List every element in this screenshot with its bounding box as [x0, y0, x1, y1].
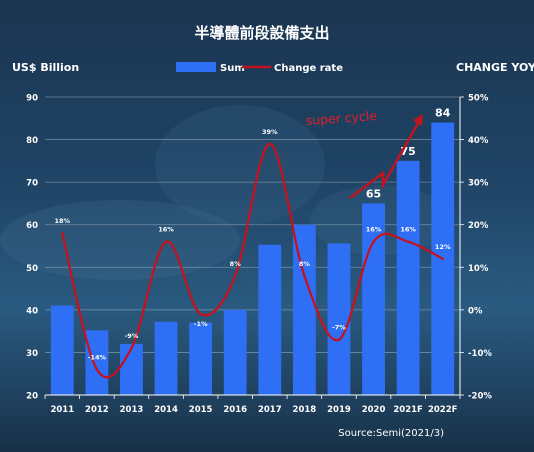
bar	[120, 343, 143, 395]
bar	[223, 309, 247, 395]
left-tick-label: 80	[26, 136, 38, 146]
left-tick-label: 90	[26, 94, 38, 104]
bars-sum	[50, 122, 455, 396]
bar	[85, 330, 109, 395]
left-tick-label: 20	[26, 392, 38, 402]
change-rate-point	[372, 240, 375, 243]
legend-label-change-rate: Change rate	[274, 63, 343, 74]
change-rate-label: 18%	[55, 217, 71, 225]
right-tick-label: 50%	[468, 94, 489, 104]
change-rate-point	[337, 338, 341, 341]
x-tick-label: 2011	[50, 405, 74, 415]
bar	[327, 243, 351, 395]
change-rate-line	[61, 142, 444, 379]
x-tick-label: 2020	[362, 405, 386, 415]
legend-label-sum: Sum	[220, 63, 245, 74]
super-cycle-annotation: super cycle	[305, 108, 378, 128]
super-cycle-arrowhead	[413, 114, 423, 126]
right-axis-label: CHANGE YOY	[456, 61, 534, 74]
x-tick-label: 2014	[154, 405, 178, 415]
right-tick-label: 20%	[468, 221, 489, 231]
super-cycle-arrow	[349, 117, 423, 199]
x-tick-label: 2019	[327, 405, 351, 415]
line-change-rate	[61, 142, 444, 379]
x-tick-label: 2022F	[428, 405, 458, 415]
right-tick-label: 10%	[468, 264, 489, 274]
change-rate-label: -9%	[125, 332, 139, 340]
left-tick-label: 30	[26, 349, 38, 359]
bar	[189, 322, 213, 395]
bar	[292, 224, 316, 395]
change-rate-label: 16%	[366, 226, 382, 234]
x-tick-label: 2015	[189, 405, 213, 415]
gridlines	[45, 96, 460, 353]
change-rate-point	[406, 240, 410, 243]
change-rate-point	[130, 346, 133, 350]
change-rate-point	[441, 257, 444, 260]
bar	[258, 244, 282, 395]
bar-value-label: 65	[366, 187, 381, 200]
bar	[50, 305, 74, 395]
right-tick-label: 30%	[468, 179, 489, 189]
x-tick-label: 2018	[293, 405, 317, 415]
change-rate-label: -14%	[88, 353, 107, 361]
right-tick-label: -20%	[468, 392, 492, 402]
axes: 20 30 40 50 60 70 80 90 -20% -10% 0% 10% 20% 30% 40% 50…	[26, 94, 492, 416]
right-tick-label: -10%	[468, 349, 492, 359]
source-note: Source:Semi(2021/3)	[338, 428, 444, 439]
right-tick-label: 0%	[468, 306, 483, 316]
right-tick-label: 40%	[468, 136, 489, 146]
bar	[154, 321, 178, 395]
change-rate-label: 12%	[435, 243, 451, 251]
left-tick-label: 40	[26, 306, 38, 316]
bar	[362, 203, 385, 395]
change-rate-label: 16%	[158, 226, 174, 234]
change-rate-point	[199, 312, 202, 316]
change-rate-label: 8%	[299, 260, 311, 268]
x-tick-label: 2012	[85, 405, 109, 415]
x-tick-label: 2021F	[393, 405, 423, 415]
change-rate-point	[61, 232, 64, 235]
legend-swatch-sum	[176, 62, 216, 72]
x-tick-label: 2016	[223, 405, 247, 415]
change-rate-point	[164, 240, 168, 243]
x-tick-label: 2013	[120, 405, 144, 415]
change-rate-label: 16%	[400, 226, 416, 234]
line-value-labels: 18% -14% -9% 16% -1% 8% 39% 8% -7% 16% 16% 12%	[55, 128, 451, 362]
bar	[396, 160, 420, 395]
x-tick-label: 2017	[258, 405, 282, 415]
change-rate-point	[234, 274, 237, 277]
change-rate-label: 39%	[262, 128, 278, 136]
change-rate-point	[95, 368, 99, 371]
left-tick-label: 60	[26, 221, 38, 231]
change-rate-label: -7%	[332, 324, 346, 332]
chart-title: 半導體前段設備支出	[194, 24, 329, 42]
bar-value-label: 84	[435, 107, 451, 120]
left-tick-label: 70	[26, 179, 38, 189]
left-axis-label: US$ Billion	[12, 61, 79, 74]
change-rate-point	[268, 142, 271, 146]
left-tick-label: 50	[26, 264, 38, 274]
change-rate-point	[303, 274, 306, 277]
change-rate-label: 8%	[230, 260, 242, 268]
change-rate-label: -1%	[194, 320, 208, 328]
